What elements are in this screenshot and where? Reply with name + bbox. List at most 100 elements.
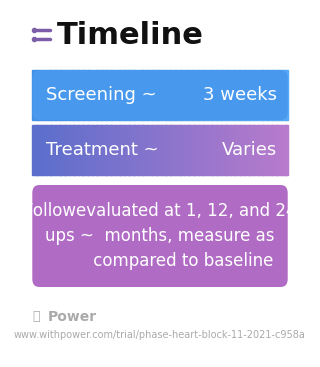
Bar	[284, 125, 285, 175]
Bar	[35, 125, 36, 175]
Bar	[254, 70, 258, 120]
Bar	[206, 125, 208, 175]
Bar	[251, 125, 252, 175]
Bar	[87, 125, 89, 175]
Bar	[260, 125, 261, 175]
Bar	[227, 125, 228, 175]
Bar	[225, 125, 227, 175]
Bar	[63, 70, 66, 120]
Bar	[114, 70, 117, 120]
Text: Screening ~: Screening ~	[46, 86, 157, 104]
Bar	[45, 70, 48, 120]
Text: Varies: Varies	[222, 141, 277, 159]
Bar	[113, 125, 115, 175]
Bar	[49, 125, 51, 175]
Bar	[58, 125, 60, 175]
Bar	[283, 70, 285, 120]
Bar	[108, 125, 109, 175]
Bar	[137, 125, 139, 175]
Bar	[76, 125, 77, 175]
Bar	[196, 125, 197, 175]
Bar	[161, 125, 163, 175]
Bar	[219, 70, 222, 120]
Bar	[44, 125, 45, 175]
Bar	[280, 125, 282, 175]
Bar	[118, 125, 120, 175]
Bar	[180, 70, 183, 120]
Bar	[262, 125, 264, 175]
Bar	[224, 70, 227, 120]
Bar	[137, 70, 140, 120]
Bar	[140, 125, 141, 175]
Text: www.withpower.com/trial/phase-heart-block-11-2021-c958a: www.withpower.com/trial/phase-heart-bloc…	[14, 330, 306, 340]
Bar	[114, 125, 116, 175]
Bar	[214, 125, 215, 175]
Bar	[109, 70, 112, 120]
Bar	[165, 125, 167, 175]
FancyBboxPatch shape	[32, 70, 288, 120]
Bar	[99, 70, 102, 120]
Bar	[271, 125, 273, 175]
Bar	[252, 125, 254, 175]
Bar	[145, 125, 146, 175]
Bar	[262, 70, 265, 120]
Bar	[66, 70, 68, 120]
Bar	[147, 70, 150, 120]
Bar	[277, 125, 279, 175]
Bar	[119, 70, 122, 120]
Bar	[73, 70, 76, 120]
Bar	[180, 125, 182, 175]
Text: Followevaluated at 1, 12, and 24
ups ~  months, measure as
         compared to : Followevaluated at 1, 12, and 24 ups ~ m…	[24, 202, 296, 270]
Bar	[178, 125, 180, 175]
Bar	[177, 125, 178, 175]
Bar	[60, 125, 62, 175]
Bar	[193, 70, 196, 120]
Bar	[48, 125, 49, 175]
Bar	[223, 125, 224, 175]
Bar	[37, 70, 40, 120]
Bar	[265, 125, 267, 175]
Bar	[163, 70, 165, 120]
Bar	[191, 70, 194, 120]
Bar	[154, 125, 155, 175]
Bar	[75, 125, 76, 175]
Bar	[245, 125, 247, 175]
Bar	[58, 70, 61, 120]
Bar	[240, 125, 242, 175]
Bar	[220, 125, 222, 175]
Bar	[78, 70, 81, 120]
Bar	[60, 70, 63, 120]
Bar	[134, 125, 136, 175]
Bar	[244, 125, 246, 175]
Bar	[227, 70, 229, 120]
Bar	[128, 125, 130, 175]
Bar	[104, 125, 106, 175]
Text: 🛡: 🛡	[32, 310, 39, 323]
Bar	[50, 125, 52, 175]
Bar	[46, 125, 48, 175]
Bar	[78, 125, 80, 175]
Bar	[248, 125, 250, 175]
Bar	[192, 125, 194, 175]
Bar	[41, 125, 43, 175]
Bar	[272, 70, 276, 120]
Bar	[229, 70, 232, 120]
Bar	[62, 125, 63, 175]
Bar	[243, 125, 245, 175]
Bar	[228, 125, 229, 175]
Bar	[127, 70, 130, 120]
Bar	[120, 125, 122, 175]
Bar	[76, 70, 79, 120]
Bar	[207, 125, 209, 175]
Bar	[283, 125, 284, 175]
Bar	[64, 125, 66, 175]
Bar	[72, 125, 74, 175]
Bar	[197, 125, 199, 175]
Bar	[147, 125, 149, 175]
Bar	[138, 125, 140, 175]
Bar	[186, 125, 187, 175]
Bar	[106, 70, 109, 120]
Bar	[68, 125, 70, 175]
Bar	[183, 70, 186, 120]
Bar	[235, 125, 237, 175]
